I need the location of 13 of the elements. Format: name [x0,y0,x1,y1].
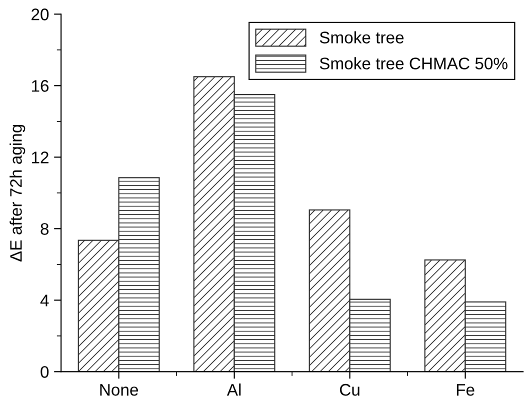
x-tick-label: Cu [340,384,360,396]
x-tick-label: None [100,384,138,396]
legend-label: Smoke tree [320,31,404,44]
y-tick-label: 8 [40,223,49,235]
y-axis-title: ΔE after 72h aging [10,124,26,262]
legend-label: Smoke tree CHMAC 50% [320,57,508,70]
y-tick-label: 0 [40,366,49,378]
x-tick-label: Al [226,383,241,396]
y-tick-label: 12 [32,152,48,164]
x-tick-label: Fe [456,384,474,396]
y-tick-label: 20 [32,8,49,20]
y-tick-label: 4 [40,294,49,306]
y-tick-label: 16 [32,80,49,92]
